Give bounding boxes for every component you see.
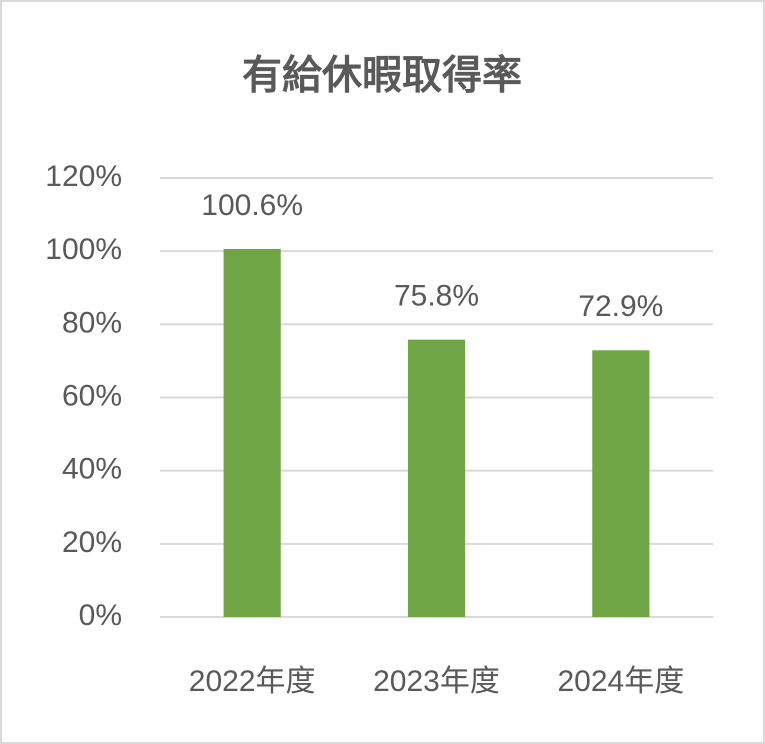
value-label: 75.8% [394, 280, 479, 313]
y-tick-label: 0% [79, 599, 122, 632]
y-tick-label: 80% [62, 306, 122, 339]
y-tick-label: 60% [62, 379, 122, 412]
bar [592, 350, 650, 617]
y-tick-label: 100% [45, 233, 122, 266]
y-tick-label: 20% [62, 526, 122, 559]
y-tick-label: 120% [45, 160, 122, 193]
y-tick-label: 40% [62, 453, 122, 486]
value-label: 72.9% [578, 290, 663, 323]
chart-title: 有給休暇取得率 [242, 54, 522, 98]
x-tick-label: 2022年度 [189, 665, 316, 698]
x-tick-label: 2024年度 [557, 665, 684, 698]
bar [223, 248, 281, 617]
bar [407, 339, 466, 617]
x-tick-label: 2023年度 [373, 665, 500, 698]
value-label: 100.6% [201, 189, 303, 222]
